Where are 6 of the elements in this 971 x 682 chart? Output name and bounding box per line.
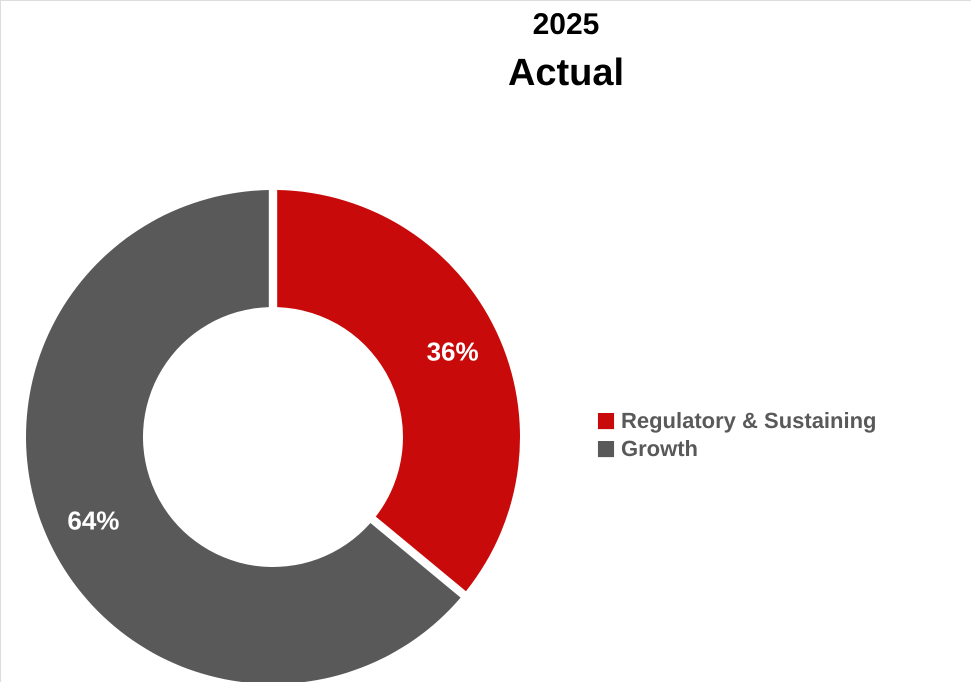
legend-label: Regulatory & Sustaining: [621, 408, 876, 433]
data-label: 64%: [67, 506, 120, 536]
data-label: 36%: [426, 336, 479, 366]
legend-label: Growth: [621, 436, 698, 461]
chart-title: 2025: [532, 8, 600, 41]
chart-subtitle: Actual: [508, 52, 624, 94]
